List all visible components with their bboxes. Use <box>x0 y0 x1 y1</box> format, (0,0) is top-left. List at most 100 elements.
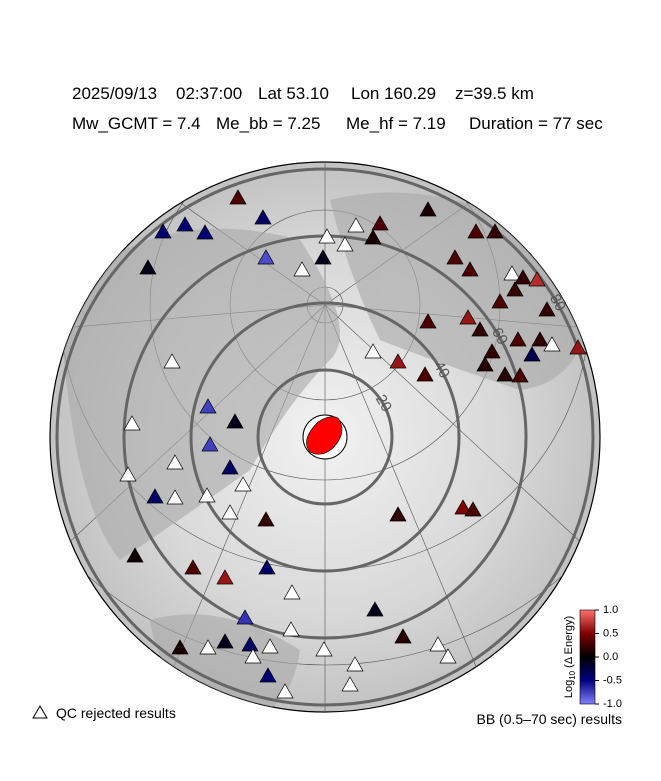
ring-label: 60 <box>488 325 511 348</box>
station <box>283 584 301 600</box>
lat: Lat 53.10 <box>258 84 329 103</box>
station <box>257 249 275 265</box>
station <box>221 504 239 520</box>
station <box>543 336 561 352</box>
colorbar <box>579 609 596 705</box>
station <box>146 488 164 504</box>
station <box>464 501 482 517</box>
station <box>282 621 300 637</box>
station <box>216 569 234 585</box>
cb-tick-label: 1.0 <box>603 604 618 616</box>
station <box>459 309 477 325</box>
cb-label-sub: 10 <box>568 670 577 679</box>
station <box>257 511 275 527</box>
station <box>244 648 262 664</box>
station <box>419 201 437 217</box>
station <box>176 216 194 232</box>
station <box>236 609 254 625</box>
cb-tick-label: -1.0 <box>603 698 622 710</box>
station <box>163 353 181 369</box>
station <box>454 499 472 515</box>
mw: Mw_GCMT = 7.4 <box>72 114 201 133</box>
station <box>261 638 279 654</box>
station <box>511 367 529 383</box>
legend-qc: QC rejected results <box>56 705 176 721</box>
station <box>429 636 447 652</box>
cb-label-rest: (Δ Energy) <box>563 616 575 671</box>
station <box>531 331 549 347</box>
station <box>341 676 359 692</box>
ring <box>189 301 461 573</box>
duration: Duration = 77 sec <box>469 114 603 133</box>
station <box>201 436 219 452</box>
station <box>123 415 141 431</box>
station <box>229 189 247 205</box>
station <box>439 648 457 664</box>
cb-tick-label: -0.5 <box>603 674 622 686</box>
station <box>199 639 217 655</box>
station <box>389 506 407 522</box>
station <box>254 209 272 225</box>
station <box>347 217 365 233</box>
station <box>166 454 184 470</box>
station <box>346 656 364 672</box>
station <box>171 639 189 655</box>
station <box>446 249 464 265</box>
station <box>315 641 333 657</box>
time: 02:37:00 <box>176 84 242 103</box>
station <box>198 487 216 503</box>
station <box>528 271 546 287</box>
depth: z=39.5 km <box>455 84 534 103</box>
station <box>538 301 556 317</box>
station <box>226 413 244 429</box>
station <box>394 628 412 644</box>
me-hf: Me_hf = 7.19 <box>346 114 446 133</box>
station <box>221 459 239 475</box>
station <box>259 667 277 683</box>
stations <box>119 189 587 699</box>
station <box>514 269 532 285</box>
station <box>119 466 137 482</box>
station <box>483 343 501 359</box>
station <box>486 223 504 239</box>
station <box>389 353 407 369</box>
station <box>371 215 389 231</box>
ring-label: 80 <box>546 291 569 314</box>
station <box>523 346 541 362</box>
station <box>569 339 587 355</box>
station <box>216 633 234 649</box>
station <box>196 224 214 240</box>
station <box>491 293 509 309</box>
station <box>419 313 437 329</box>
distance-rings: 20 40 60 80 <box>55 167 595 707</box>
station <box>509 331 527 347</box>
station <box>503 265 521 281</box>
station <box>364 343 382 359</box>
station <box>139 259 157 275</box>
station <box>258 559 276 575</box>
station <box>276 683 294 699</box>
ring-label: 20 <box>372 392 395 415</box>
station <box>364 229 382 245</box>
station <box>166 489 184 505</box>
station <box>336 236 354 252</box>
station <box>241 636 259 652</box>
date: 2025/09/13 <box>72 84 157 103</box>
colorbar-label: Log10 (Δ Energy) <box>563 616 577 698</box>
ring-label: 40 <box>430 358 453 381</box>
station <box>496 366 514 382</box>
lon: Lon 160.29 <box>351 84 436 103</box>
cb-tick-label: 0.5 <box>603 627 618 639</box>
station <box>154 223 172 239</box>
station <box>234 476 252 492</box>
station <box>314 249 332 265</box>
station <box>471 321 489 337</box>
station <box>506 281 524 297</box>
legend-bb: BB (0.5–70 sec) results <box>476 711 622 727</box>
beachball <box>302 414 348 460</box>
station <box>461 261 479 277</box>
cb-tick-label: 0.0 <box>603 651 618 663</box>
station <box>467 223 485 239</box>
